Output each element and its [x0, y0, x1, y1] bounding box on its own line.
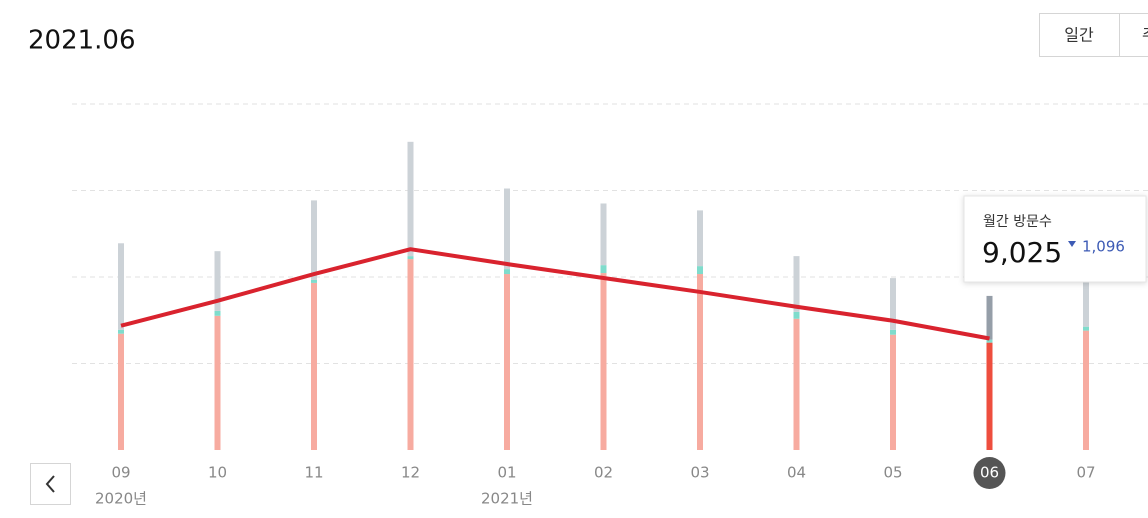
bar-segment [407, 259, 414, 450]
prev-button[interactable] [30, 463, 71, 505]
bar-segment [118, 329, 124, 334]
prev-icon[interactable] [45, 475, 55, 493]
bar-segment [407, 256, 414, 260]
group-label: 2021년 [481, 490, 533, 508]
bar-segment [118, 333, 124, 450]
bar-segment [793, 256, 800, 312]
bar-segment [118, 243, 124, 330]
bar-segment [697, 210, 703, 267]
bar-segment [697, 266, 703, 275]
tooltip-box [963, 195, 1147, 283]
day-button-label[interactable]: 일간 [1064, 26, 1094, 45]
bar-segment [793, 318, 800, 450]
chart-title: 2021.06 [28, 26, 136, 56]
week-button-label[interactable]: 주간 [1142, 26, 1148, 45]
tooltip-value: 9,025 [982, 236, 1062, 269]
x-tick-label: 12 [401, 464, 420, 482]
bar-segment [504, 188, 510, 270]
bar-segment [311, 282, 317, 450]
bar-segment [600, 273, 607, 450]
bar-segment [986, 295, 993, 340]
tooltip: 월간 방문수 9,025 1,096 [963, 195, 1147, 283]
x-tick-label: 11 [304, 464, 323, 482]
bar-segment [407, 141, 414, 257]
tooltip-change: 1,096 [1082, 238, 1125, 256]
x-tick-label: 10 [208, 464, 227, 482]
bar-segment [1083, 330, 1089, 450]
bar-segment [1083, 270, 1089, 327]
bar-segment [600, 265, 607, 274]
bar-segment [504, 269, 510, 275]
selected-marker [973, 457, 1006, 489]
bar-segment [986, 342, 993, 450]
bar-segment [311, 279, 317, 283]
bar-segment [600, 203, 607, 266]
group-label: 2020년 [95, 490, 147, 508]
bar-segment [214, 315, 221, 450]
bar-segment [890, 334, 896, 450]
bar-segment [890, 278, 896, 330]
x-tick-label: 01 [497, 464, 516, 482]
bar-segment [793, 311, 800, 319]
x-tick-label: 05 [883, 464, 902, 482]
trend-line [120, 247, 990, 341]
bar-segment [311, 200, 317, 280]
tooltip-title: 월간 방문수 [983, 214, 1052, 230]
x-tick-label: 06 [980, 464, 999, 482]
day-button[interactable] [1039, 13, 1120, 57]
bar-segment [214, 251, 221, 311]
bar-segment [697, 274, 703, 450]
x-tick-label: 02 [594, 464, 613, 482]
down-arrow [1068, 241, 1076, 247]
x-tick-label: 04 [787, 464, 806, 482]
x-tick-label: 07 [1076, 464, 1095, 482]
bar-segment [1083, 326, 1089, 331]
x-tick-label: 03 [690, 464, 709, 482]
bar-segment [890, 329, 896, 335]
week-button[interactable] [1119, 13, 1148, 57]
x-tick-label: 09 [111, 464, 130, 482]
bar-segment [214, 310, 221, 316]
bar-segment [986, 339, 993, 343]
bar-segment [504, 274, 510, 450]
